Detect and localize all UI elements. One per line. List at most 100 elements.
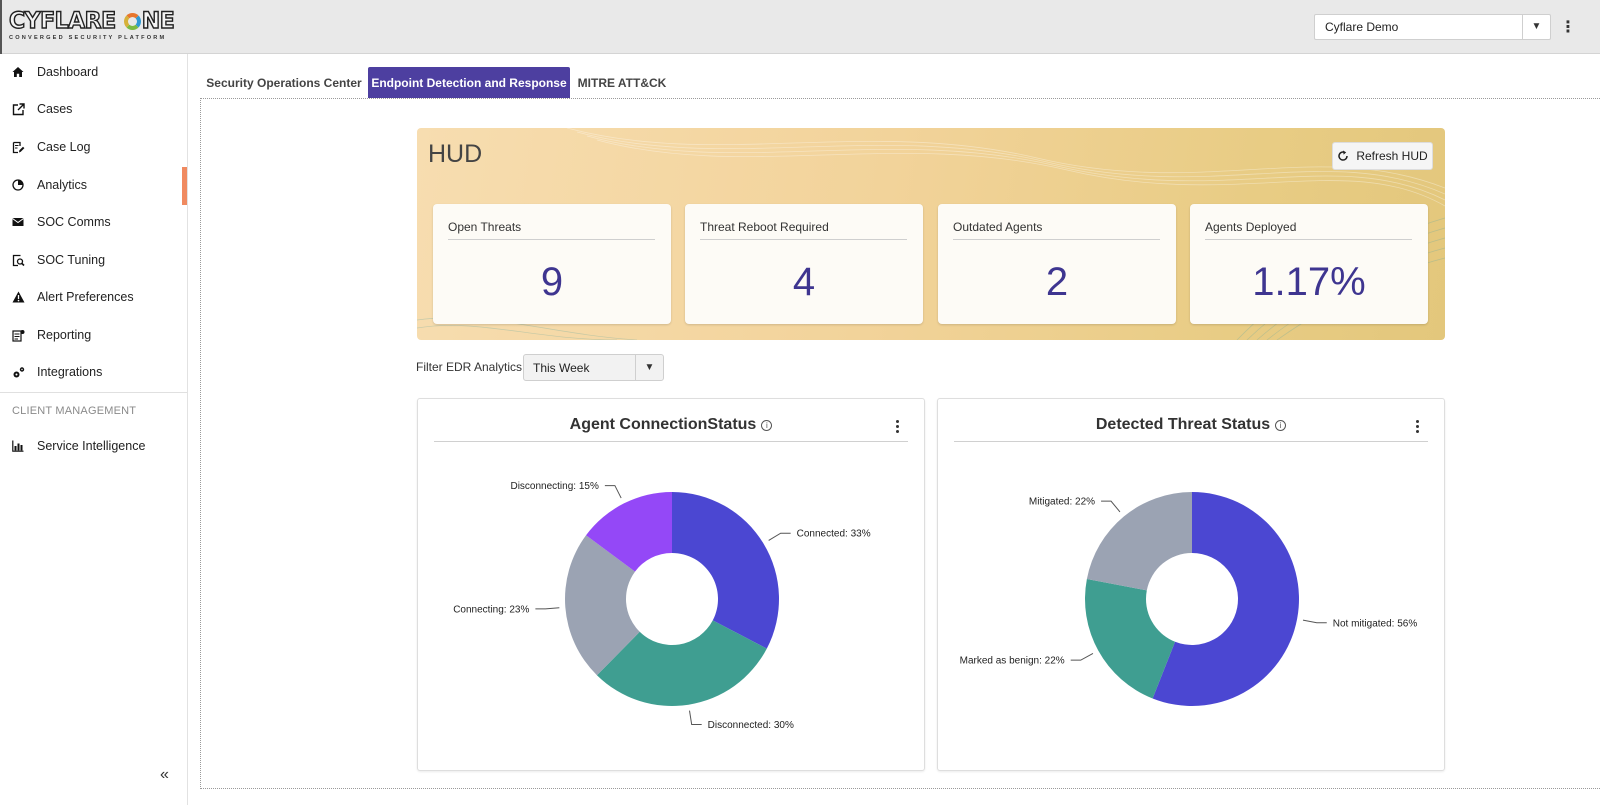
tab-content-frame	[200, 98, 1600, 789]
donut-slice[interactable]	[596, 620, 767, 706]
sidebar-divider	[0, 392, 187, 393]
slice-label: Disconnecting: 15%	[510, 481, 598, 492]
sidebar-item-label: Cases	[37, 102, 73, 116]
info-icon[interactable]: i	[761, 420, 773, 431]
label-leader-line	[604, 485, 622, 499]
slice-label: Marked as benign: 22%	[960, 656, 1065, 667]
gears-icon	[11, 365, 25, 379]
sidebar-item-label: Reporting	[37, 328, 92, 342]
donut-slice[interactable]	[586, 492, 672, 572]
chevron-down-icon[interactable]: ▼	[1522, 15, 1550, 39]
external-link-icon	[11, 102, 25, 116]
slice-label: Mitigated: 22%	[1029, 497, 1095, 508]
slice-label: Connected: 33%	[797, 529, 871, 540]
logo-wordmark: CYFLARE NE	[8, 9, 175, 34]
org-select-value: Cyflare Demo	[1325, 20, 1399, 34]
label-leader-line	[1101, 500, 1121, 513]
label-leader-line	[1070, 653, 1094, 661]
warning-icon	[11, 290, 25, 304]
sidebar-item-label: Dashboard	[37, 65, 99, 79]
stat-card-divider	[700, 239, 907, 240]
sidebar-item-cases[interactable]: Cases	[0, 91, 187, 127]
menu-icon[interactable]: ⋮	[1560, 19, 1576, 36]
stat-card-value: 1.17%	[1252, 260, 1366, 304]
sidebar-item-label: Integrations	[37, 365, 103, 379]
detected-threat-status-panel: Detected Threat Status i Not mitigated: 5…	[937, 398, 1445, 771]
stat-card-title: Threat Reboot Required	[700, 220, 829, 234]
agent-connection-status-panel: Agent ConnectionStatus i Connected: 33% Di…	[417, 398, 925, 771]
refresh-icon	[1337, 150, 1349, 162]
stat-card-divider	[1205, 239, 1412, 240]
sidebar-item-soc-comms[interactable]: SOC Comms	[0, 204, 187, 240]
stat-card-title: Outdated Agents	[953, 220, 1043, 234]
doc-search-icon	[11, 253, 25, 267]
filter-select[interactable]: This Week ▼	[523, 354, 664, 381]
collapse-sidebar-button[interactable]: «	[160, 766, 169, 783]
refresh-hud-label: Refresh HUD	[1356, 149, 1428, 163]
sidebar-item-label: SOC Comms	[37, 215, 111, 229]
sidebar-item-label: Service Intelligence	[37, 439, 146, 453]
sidebar-item-reporting[interactable]: Reporting	[0, 317, 187, 353]
chevron-down-icon[interactable]: ▼	[635, 355, 663, 380]
info-icon[interactable]: i	[1275, 420, 1287, 431]
org-select[interactable]: Cyflare Demo ▼	[1314, 14, 1551, 40]
sidebar-item-label: SOC Tuning	[37, 253, 106, 267]
home-icon	[11, 65, 25, 79]
sidebar-item-alert-preferences[interactable]: Alert Preferences	[0, 279, 187, 315]
pie-chart-icon	[11, 178, 25, 192]
chart-title: Agent ConnectionStatus i	[418, 416, 924, 434]
sidebar-item-dashboard[interactable]: Dashboard	[0, 54, 187, 90]
slice-label: Not mitigated: 56%	[1333, 618, 1418, 629]
sidebar-item-analytics[interactable]: Analytics	[0, 167, 187, 205]
stat-card-title: Agents Deployed	[1205, 220, 1297, 234]
label-leader-line	[768, 532, 791, 541]
sidebar-item-label: Case Log	[37, 140, 91, 154]
donut-slice[interactable]	[565, 535, 640, 676]
tab-security-operations-center[interactable]: Security Operations Center	[206, 75, 362, 90]
filter-label: Filter EDR Analytics:	[416, 360, 526, 374]
report-icon	[11, 328, 25, 342]
label-leader-line	[689, 710, 702, 725]
panel-divider	[954, 441, 1428, 442]
logo-tagline: CONVERGED SECURITY PLATFORM	[9, 35, 167, 41]
sidebar-item-soc-tuning[interactable]: SOC Tuning	[0, 242, 187, 278]
sidebar-item-integrations[interactable]: Integrations	[0, 354, 187, 390]
detected-threat-status-chart: Not mitigated: 56% Marked as benign: 22% M…	[960, 492, 1418, 706]
slice-label: Disconnected: 30%	[708, 720, 794, 731]
filter-select-value: This Week	[533, 361, 590, 375]
donut-slice[interactable]	[1086, 492, 1192, 591]
stat-card-divider	[953, 239, 1160, 240]
label-leader-line	[535, 607, 560, 610]
cyflare-logo[interactable]: CYFLARE NE CONVERGED SECURITY PLATFORM	[8, 9, 175, 41]
bar-chart-icon	[11, 439, 25, 453]
slice-label: Connecting: 23%	[453, 604, 529, 615]
sidebar-section-label: CLIENT MANAGEMENT	[12, 405, 137, 417]
donut-slice[interactable]	[672, 492, 779, 649]
sidebar: Dashboard Cases Case Log Analytics SOC C…	[0, 54, 188, 805]
label-leader-line	[1302, 619, 1327, 624]
refresh-hud-button[interactable]: Refresh HUD	[1332, 142, 1433, 170]
sidebar-item-case-log[interactable]: Case Log	[0, 129, 187, 165]
stat-card-outdated-agents[interactable]: Outdated Agents 2	[938, 204, 1176, 324]
tab-mitre-attack[interactable]: MITRE ATT&CK	[577, 75, 667, 90]
top-header: CYFLARE NE CONVERGED SECURITY PLATFORM C…	[0, 0, 1600, 54]
hud-title: HUD	[428, 140, 483, 168]
stat-card-agents-deployed[interactable]: Agents Deployed 1.17%	[1190, 204, 1428, 324]
kebab-menu-icon[interactable]	[1416, 420, 1420, 435]
sidebar-item-label: Alert Preferences	[37, 290, 134, 304]
panel-divider	[434, 441, 908, 442]
stat-card-value: 9	[540, 260, 564, 304]
chart-title: Detected Threat Status i	[938, 416, 1444, 434]
tab-endpoint-detection-and-response[interactable]: Endpoint Detection and Response	[368, 67, 570, 98]
donut-slice[interactable]	[1085, 578, 1176, 699]
kebab-menu-icon[interactable]	[896, 420, 900, 435]
sidebar-item-service-intelligence[interactable]: Service Intelligence	[0, 428, 187, 464]
stat-card-threat-reboot-required[interactable]: Threat Reboot Required 4	[685, 204, 923, 324]
agent-connection-status-chart: Connected: 33% Disconnected: 30% Connectin…	[453, 481, 871, 731]
edit-list-icon	[11, 140, 25, 154]
envelope-icon	[11, 215, 25, 229]
donut-slice[interactable]	[1152, 492, 1299, 706]
stat-card-open-threats[interactable]: Open Threats 9	[433, 204, 671, 324]
stat-card-value: 4	[792, 260, 816, 304]
sidebar-item-label: Analytics	[37, 178, 88, 192]
